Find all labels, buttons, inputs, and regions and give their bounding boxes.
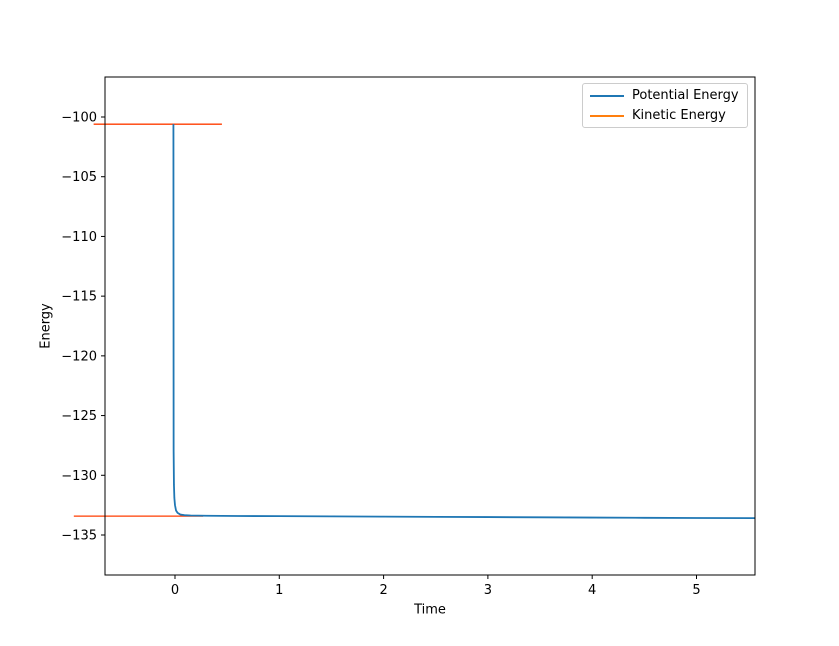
kinetic-energy-line-sample [590, 114, 624, 117]
y-tick-label: −115 [61, 290, 97, 305]
legend-entry-potential: Potential Energy [590, 88, 747, 104]
potential-energy-line [172, 124, 755, 520]
y-tick-label: −110 [61, 230, 97, 245]
y-tick-label: −130 [61, 469, 97, 484]
x-tick-label: 2 [379, 583, 387, 598]
potential-energy-line-sample [590, 94, 624, 97]
x-tick-label: 5 [692, 583, 700, 598]
legend: Potential Energy Kinetic Energy [582, 83, 748, 128]
x-tick-label: 0 [171, 583, 179, 598]
legend-label-kinetic: Kinetic Energy [632, 108, 726, 123]
y-tick-label: −105 [61, 170, 97, 185]
y-tick-label: −120 [61, 349, 97, 364]
y-tick-label: −135 [61, 528, 97, 543]
y-axis-label: Energy [38, 303, 54, 349]
legend-entry-kinetic: Kinetic Energy [590, 108, 747, 124]
y-tick-label: −100 [61, 111, 97, 126]
legend-label-potential: Potential Energy [632, 88, 739, 103]
y-tick-label: −125 [61, 409, 97, 424]
axes-spines [104, 76, 756, 576]
x-tick-label: 1 [275, 583, 283, 598]
x-axis-label: Time [414, 602, 446, 618]
x-tick-label: 3 [484, 583, 492, 598]
x-tick-label: 4 [588, 583, 596, 598]
